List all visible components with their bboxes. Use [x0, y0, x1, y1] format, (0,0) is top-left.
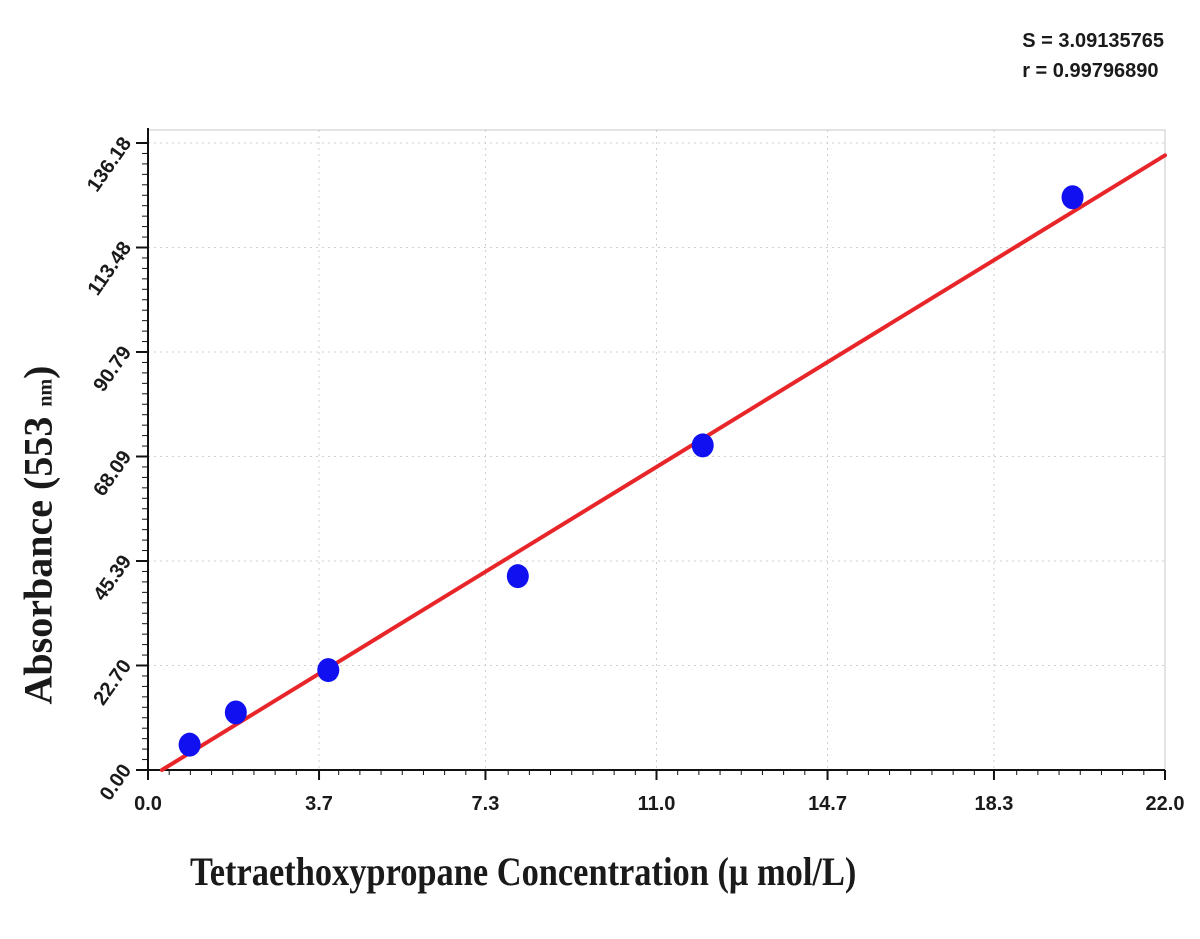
- data-point: [691, 433, 714, 458]
- y-tick-label: 90.79: [89, 342, 136, 396]
- x-axis-label: Tetraethoxypropane Concentration (μ mol/…: [190, 849, 857, 894]
- x-tick-label: 22.0: [1146, 793, 1185, 815]
- regression-stats: S = 3.09135765 r = 0.99796890: [1022, 26, 1164, 86]
- data-point: [224, 700, 247, 725]
- axes: [136, 128, 1166, 780]
- x-tick-label: 14.7: [808, 793, 847, 815]
- y-axis-label-unit: nm: [34, 378, 57, 407]
- x-tick-label: 3.7: [305, 793, 333, 815]
- y-axis-label: Absorbance (553 nm): [15, 366, 62, 705]
- tick-labels: 0.0 3.7 7.3 11.0 14.7 18.3 22.0 0.00 22.70 45.39 6…: [83, 133, 1184, 815]
- x-tick-label: 11.0: [638, 793, 676, 815]
- y-tick-label: 45.39: [89, 551, 136, 605]
- data-point: [506, 564, 529, 589]
- r-value: r = 0.99796890: [1022, 60, 1159, 82]
- y-tick-label: 136.18: [83, 133, 136, 196]
- y-tick-label: 0.00: [96, 760, 136, 805]
- x-tick-label: 18.3: [974, 793, 1013, 815]
- data-point: [178, 732, 201, 757]
- y-tick-label: 68.09: [89, 447, 136, 501]
- y-tick-label: 113.48: [84, 238, 136, 300]
- x-tick-label: 0.0: [134, 793, 162, 815]
- y-axis-label-main: Absorbance (553: [15, 416, 61, 705]
- fit-line-group: [159, 153, 1167, 772]
- data-point: [1061, 185, 1084, 210]
- grid-lines: [148, 130, 1165, 770]
- y-axis-label-close: ): [15, 365, 61, 379]
- fit-line: [159, 153, 1167, 772]
- s-value: S = 3.09135765: [1022, 30, 1164, 52]
- x-tick-label: 7.3: [472, 793, 500, 815]
- data-point: [317, 658, 340, 683]
- y-tick-label: 22.70: [89, 656, 136, 710]
- data-points: [178, 185, 1084, 757]
